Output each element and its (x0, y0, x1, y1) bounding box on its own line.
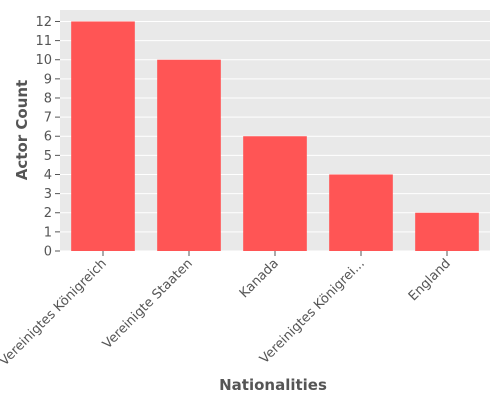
y-tick-label: 7 (44, 111, 52, 126)
bar (329, 174, 393, 251)
x-tick-label: Vereinigtes Königreich (0, 256, 110, 369)
bar (243, 136, 307, 251)
y-tick-label: 1 (44, 225, 52, 240)
bar (157, 59, 221, 251)
bar (415, 212, 479, 251)
y-tick-label: 5 (44, 149, 52, 164)
y-tick-label: 4 (44, 168, 52, 183)
y-axis-title: Actor Count (13, 80, 31, 180)
y-tick-label: 0 (44, 245, 52, 260)
y-tick-label: 10 (35, 53, 52, 68)
x-axis-title: Nationalities (219, 376, 327, 394)
x-tick-label: England (406, 256, 454, 304)
bars (71, 21, 479, 251)
x-tick-label: Vereinigte Staaten (100, 256, 196, 352)
y-tick-label: 6 (44, 130, 52, 145)
y-tick-label: 11 (35, 34, 52, 49)
y-tick-label: 2 (44, 206, 52, 221)
y-tick-label: 12 (35, 15, 52, 30)
y-tick-label: 8 (44, 91, 52, 106)
bar (71, 21, 135, 251)
x-tick-label: Kanada (237, 256, 282, 301)
y-tick-label: 9 (44, 72, 52, 87)
y-tick-label: 3 (44, 187, 52, 202)
